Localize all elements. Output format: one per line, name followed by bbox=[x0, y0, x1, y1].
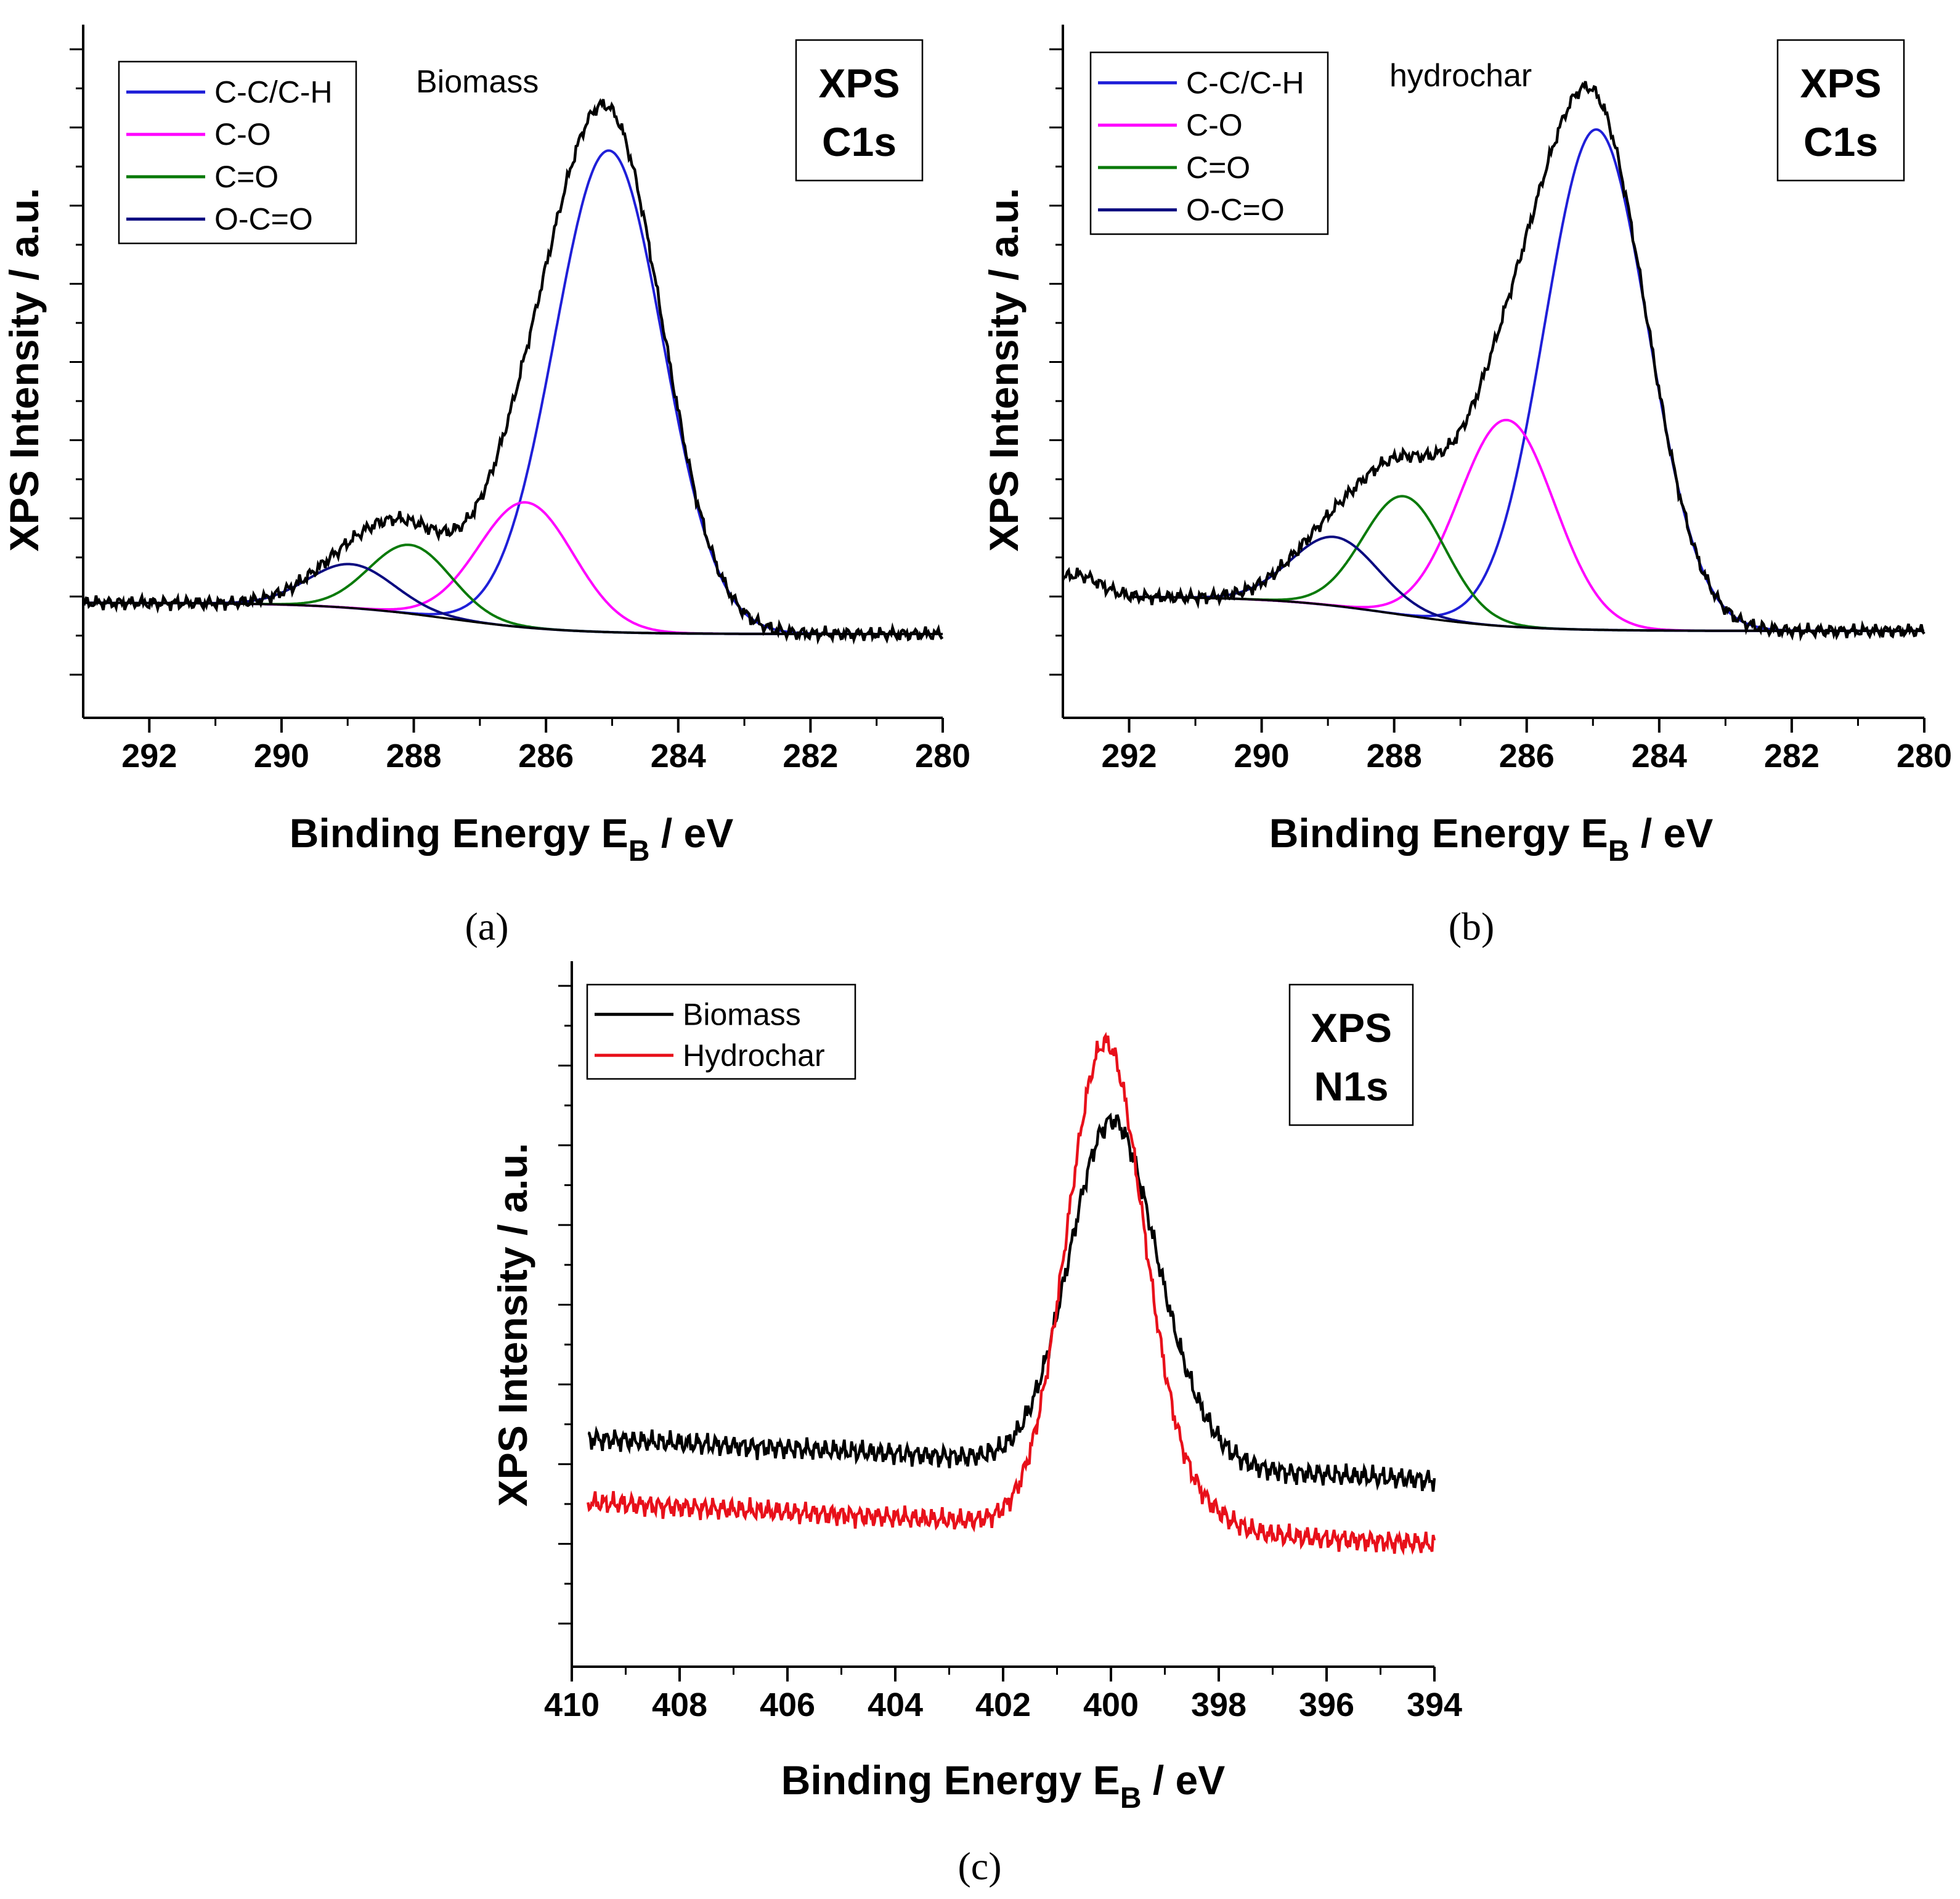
series-biomass bbox=[587, 1112, 1436, 1492]
sample-label: Biomass bbox=[416, 64, 539, 100]
legend-entry: C-O bbox=[1098, 108, 1243, 142]
series-hydrochar bbox=[587, 1031, 1436, 1556]
sample-label: hydrochar bbox=[1389, 58, 1532, 94]
legend-label: C=O bbox=[214, 160, 279, 194]
x-axis-label: Binding Energy EB / eV bbox=[781, 1757, 1225, 1815]
panel-caption: (a) bbox=[465, 905, 508, 948]
x-tick-label: 292 bbox=[121, 738, 177, 775]
xps-badge bbox=[795, 39, 924, 182]
x-tick-label: 282 bbox=[1764, 738, 1820, 775]
component-o-c-o bbox=[1129, 535, 1924, 632]
legend-label: C-C/C-H bbox=[1186, 65, 1304, 100]
x-axis-label: Binding Energy EB / eV bbox=[1269, 810, 1713, 868]
badge-text: C1s bbox=[1803, 119, 1878, 165]
legend-label: C=O bbox=[1186, 150, 1250, 185]
panel-caption: (c) bbox=[958, 1844, 1001, 1888]
x-tick-label: 292 bbox=[1101, 738, 1157, 775]
x-tick-label: 288 bbox=[386, 738, 441, 775]
panel-caption: (b) bbox=[1449, 905, 1495, 948]
badge-text: C1s bbox=[822, 119, 897, 165]
legend-entry: C-C/C-H bbox=[126, 75, 333, 109]
legend-entry: C-C/C-H bbox=[1098, 65, 1304, 100]
x-tick-label: 290 bbox=[1234, 738, 1290, 775]
x-tick-label: 402 bbox=[975, 1686, 1031, 1723]
legend-label: C-C/C-H bbox=[214, 75, 333, 109]
y-axis-label: XPS Intensity / a.u. bbox=[981, 188, 1027, 552]
y-axis-label: XPS Intensity / a.u. bbox=[490, 1143, 535, 1507]
x-tick-label: 410 bbox=[544, 1686, 600, 1723]
legend-entry: C=O bbox=[1098, 150, 1250, 185]
component-c-o bbox=[1129, 495, 1924, 632]
legend-entry: O-C=O bbox=[1098, 193, 1285, 227]
x-axis-label: Binding Energy EB / eV bbox=[290, 810, 733, 868]
x-tick-label: 398 bbox=[1191, 1686, 1246, 1723]
panel-b: 292 290 288 286 284 282 280 Binding Energy EB /… bbox=[981, 25, 1952, 948]
badge-text: N1s bbox=[1314, 1063, 1388, 1109]
x-tick-label: 280 bbox=[1897, 738, 1952, 775]
badge-text: XPS bbox=[1311, 1005, 1392, 1051]
y-axis-label: XPS Intensity / a.u. bbox=[1, 188, 47, 552]
x-tick-label: 284 bbox=[651, 738, 706, 775]
legend-label: C-O bbox=[214, 117, 271, 152]
panel-a: 292 290 288 286 284 282 280 Binding Energy EB /… bbox=[1, 25, 970, 948]
background-line bbox=[1129, 596, 1924, 632]
x-tick-label: 396 bbox=[1299, 1686, 1354, 1723]
legend-entry: C=O bbox=[126, 160, 279, 194]
legend-label: C-O bbox=[1186, 108, 1243, 142]
xps-badge bbox=[1776, 39, 1905, 182]
legend-label: O-C=O bbox=[1186, 193, 1285, 227]
legend-entry: Biomass bbox=[595, 997, 801, 1031]
x-tick-label: 408 bbox=[652, 1686, 707, 1723]
badge-text: XPS bbox=[818, 60, 900, 106]
legend-label: Biomass bbox=[683, 997, 801, 1031]
x-tick-label: 404 bbox=[868, 1686, 923, 1723]
x-tick-label: 280 bbox=[915, 738, 970, 775]
component-c-o bbox=[83, 543, 943, 635]
x-tick-label: 288 bbox=[1367, 738, 1422, 775]
x-tick-label: 400 bbox=[1083, 1686, 1139, 1723]
legend-entry: C-O bbox=[126, 117, 271, 152]
badge-text: XPS bbox=[1800, 60, 1881, 106]
legend-label: Hydrochar bbox=[683, 1038, 825, 1073]
panel-c: 410 408 406 404 402 400 398 396 394 Binding Energ… bbox=[490, 961, 1462, 1888]
x-tick-label: 394 bbox=[1407, 1686, 1462, 1723]
legend-entry: O-C=O bbox=[126, 202, 313, 237]
legend-label: O-C=O bbox=[214, 202, 313, 237]
xps-badge bbox=[1288, 983, 1414, 1126]
x-tick-label: 290 bbox=[254, 738, 309, 775]
x-tick-label: 282 bbox=[783, 738, 838, 775]
experimental-envelope bbox=[1061, 81, 1925, 642]
x-tick-label: 284 bbox=[1632, 738, 1687, 775]
legend-box bbox=[586, 983, 856, 1080]
legend-entry: Hydrochar bbox=[595, 1038, 825, 1073]
experimental-envelope bbox=[82, 98, 944, 645]
x-tick-label: 286 bbox=[1499, 738, 1555, 775]
x-tick-label: 286 bbox=[518, 738, 574, 775]
x-tick-label: 406 bbox=[760, 1686, 815, 1723]
